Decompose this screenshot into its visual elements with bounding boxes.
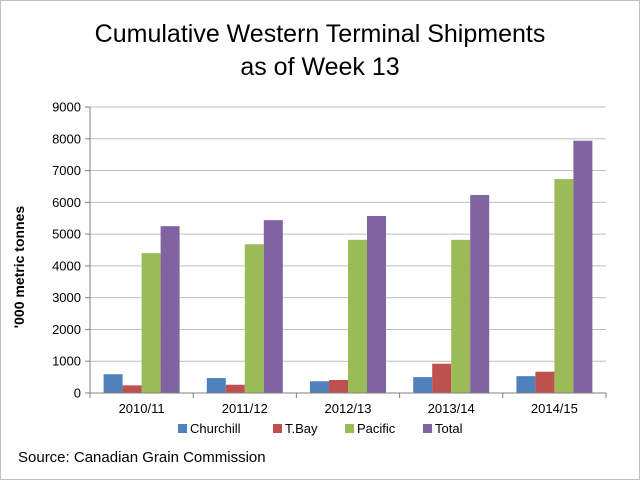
y-tick-label: 5000 bbox=[52, 227, 81, 242]
y-tick-label: 2000 bbox=[52, 322, 81, 337]
legend-swatch bbox=[423, 424, 432, 433]
bar-t-bay-4 bbox=[432, 363, 452, 393]
y-tick-label: 6000 bbox=[52, 195, 81, 210]
x-tick-label: 2013/14 bbox=[428, 401, 475, 416]
bar-churchill-1 bbox=[103, 374, 123, 393]
y-tick-label: 1000 bbox=[52, 354, 81, 369]
bar-total-4 bbox=[470, 195, 490, 393]
source-note: Source: Canadian Grain Commission bbox=[18, 449, 266, 466]
bar-churchill-5 bbox=[516, 376, 536, 393]
bar-total-5 bbox=[573, 140, 593, 393]
chart-title-line2: as of Week 13 bbox=[240, 53, 400, 81]
bar-pacific-4 bbox=[451, 239, 471, 393]
bar-total-2 bbox=[263, 220, 283, 393]
x-tick-label: 2014/15 bbox=[531, 401, 578, 416]
x-tick-label: 2010/11 bbox=[119, 401, 165, 416]
y-tick-label: 9000 bbox=[52, 100, 81, 115]
x-tick-label: 2012/13 bbox=[325, 401, 372, 416]
bar-pacific-1 bbox=[141, 253, 161, 393]
legend-label: Pacific bbox=[357, 421, 396, 436]
x-tick-label: 2011/12 bbox=[222, 401, 268, 416]
bar-pacific-2 bbox=[244, 244, 264, 393]
legend-swatch bbox=[345, 424, 354, 433]
legend: Churchill T.Bay Pacific Total bbox=[178, 421, 463, 436]
y-tick-label: 7000 bbox=[52, 163, 81, 178]
y-axis-title: '000 metric tonnes bbox=[11, 206, 27, 329]
bar-total-1 bbox=[160, 226, 180, 393]
bar-t-bay-5 bbox=[535, 371, 555, 393]
y-tick-label: 3000 bbox=[52, 290, 81, 305]
bar-pacific-5 bbox=[554, 179, 574, 393]
y-tick-label: 8000 bbox=[52, 131, 81, 146]
legend-label: T.Bay bbox=[285, 421, 318, 436]
legend-swatch bbox=[273, 424, 282, 433]
bar-pacific-3 bbox=[348, 239, 367, 393]
y-tick-label: 4000 bbox=[52, 258, 81, 273]
bar-total-3 bbox=[367, 215, 386, 393]
y-axis-title-group: '000 metric tonnes bbox=[11, 206, 27, 329]
legend-label: Total bbox=[435, 421, 463, 436]
bar-t-bay-1 bbox=[122, 385, 142, 393]
legend-swatch bbox=[178, 424, 187, 433]
bar-churchill-3 bbox=[310, 381, 329, 393]
y-tick-label: 0 bbox=[74, 386, 81, 401]
chart-title-line1: Cumulative Western Terminal Shipments bbox=[94, 20, 546, 48]
bar-t-bay-2 bbox=[225, 384, 245, 393]
bars bbox=[103, 140, 593, 393]
legend-label: Churchill bbox=[190, 421, 241, 436]
axes: 0 1000 2000 3000 4000 5000 6000 7000 8000 9000 201… bbox=[52, 100, 607, 416]
chart-title: Cumulative Western Terminal Shipments as… bbox=[0, 18, 640, 84]
bar-churchill-2 bbox=[206, 378, 226, 393]
bar-churchill-4 bbox=[413, 377, 433, 393]
bar-t-bay-3 bbox=[329, 379, 348, 393]
